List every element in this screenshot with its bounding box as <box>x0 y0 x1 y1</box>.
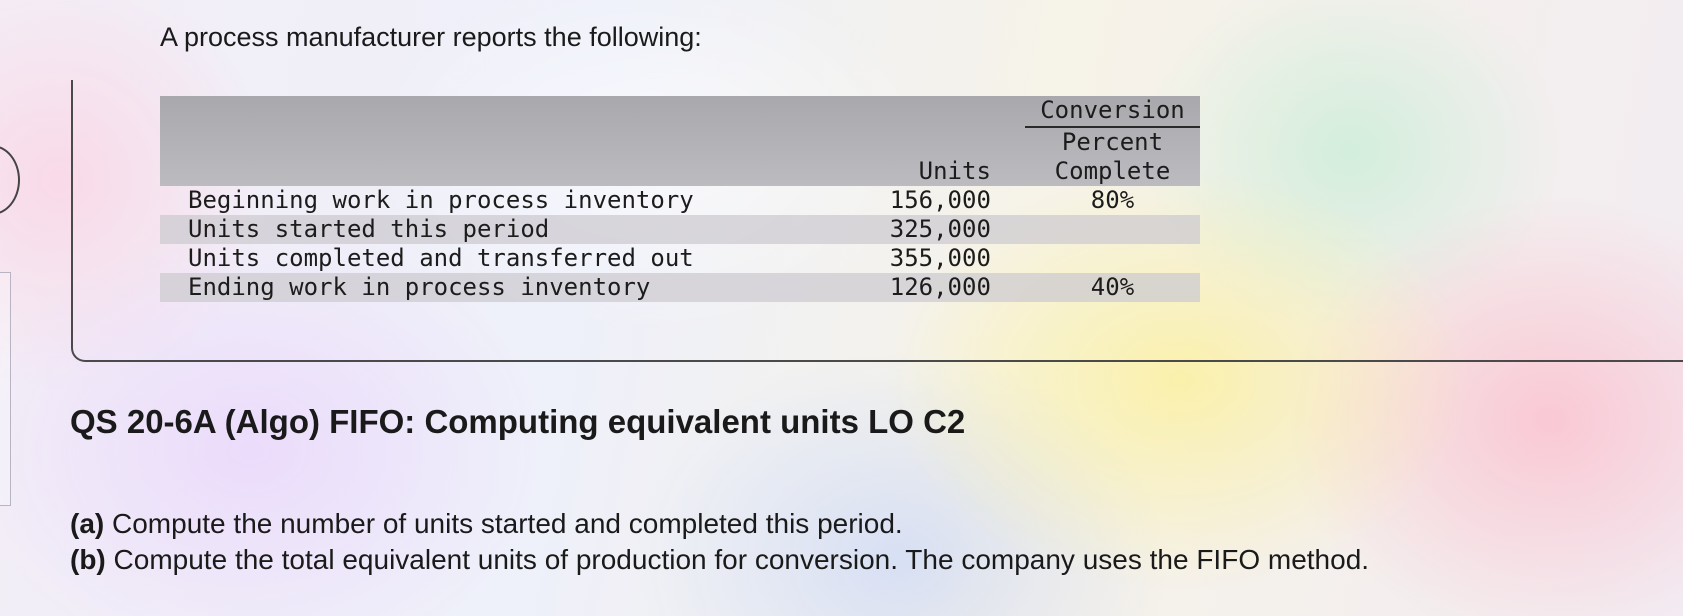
question-title: QS 20-6A (Algo) FIFO: Computing equivale… <box>70 403 966 440</box>
row-units: 126,000 <box>845 273 1005 302</box>
intro-text: A process manufacturer reports the follo… <box>160 22 702 52</box>
table-row: Units completed and transferred out 355,… <box>160 244 1200 273</box>
table-row: Ending work in process inventory 126,000… <box>160 273 1200 302</box>
production-data-table: Units Conversion Percent Complete Beginn… <box>160 96 1200 302</box>
row-conversion: 40% <box>1024 273 1200 302</box>
partial-radio-button[interactable] <box>0 145 20 215</box>
conversion-header-line1: Conversion <box>1024 96 1200 128</box>
row-spacer <box>1004 215 1025 244</box>
question-part: (b) Compute the total equivalent units o… <box>70 542 1369 578</box>
row-label: Units completed and transferred out <box>188 244 694 272</box>
row-label: Ending work in process inventory <box>160 273 846 302</box>
side-panel-edge <box>0 272 11 506</box>
table-row: Beginning work in process inventory 156,… <box>160 186 1200 215</box>
units-column-header: Units <box>845 96 1005 186</box>
question-parts-list: (a) Compute the number of units started … <box>70 506 1369 578</box>
part-text: Compute the number of units started and … <box>112 508 903 539</box>
row-spacer <box>1005 244 1025 273</box>
conversion-header-line2: Percent <box>1061 128 1164 156</box>
part-letter: (a) <box>70 508 105 539</box>
row-units: 355,000 <box>889 244 991 272</box>
row-label: Beginning work in process inventory <box>188 186 694 214</box>
row-units: 325,000 <box>845 215 1005 244</box>
part-text: Compute the total equivalent units of pr… <box>113 544 1370 575</box>
row-units: 156,000 <box>889 186 991 214</box>
row-spacer <box>1005 186 1025 215</box>
conversion-column-header: Conversion Percent Complete <box>1024 96 1200 186</box>
row-conversion <box>1025 244 1200 273</box>
row-conversion <box>1024 215 1200 244</box>
table-header-row: Units Conversion Percent Complete <box>160 96 1200 186</box>
problem-frame <box>71 80 1683 362</box>
header-spacer <box>1004 96 1025 186</box>
row-conversion: 80% <box>1090 186 1135 214</box>
table-row: Units started this period 325,000 <box>160 215 1200 244</box>
part-letter: (b) <box>70 544 106 575</box>
row-label: Units started this period <box>160 215 846 244</box>
question-part: (a) Compute the number of units started … <box>70 506 1369 542</box>
row-spacer <box>1004 273 1025 302</box>
conversion-header-line3: Complete <box>1054 157 1171 185</box>
label-column-header <box>160 96 846 186</box>
